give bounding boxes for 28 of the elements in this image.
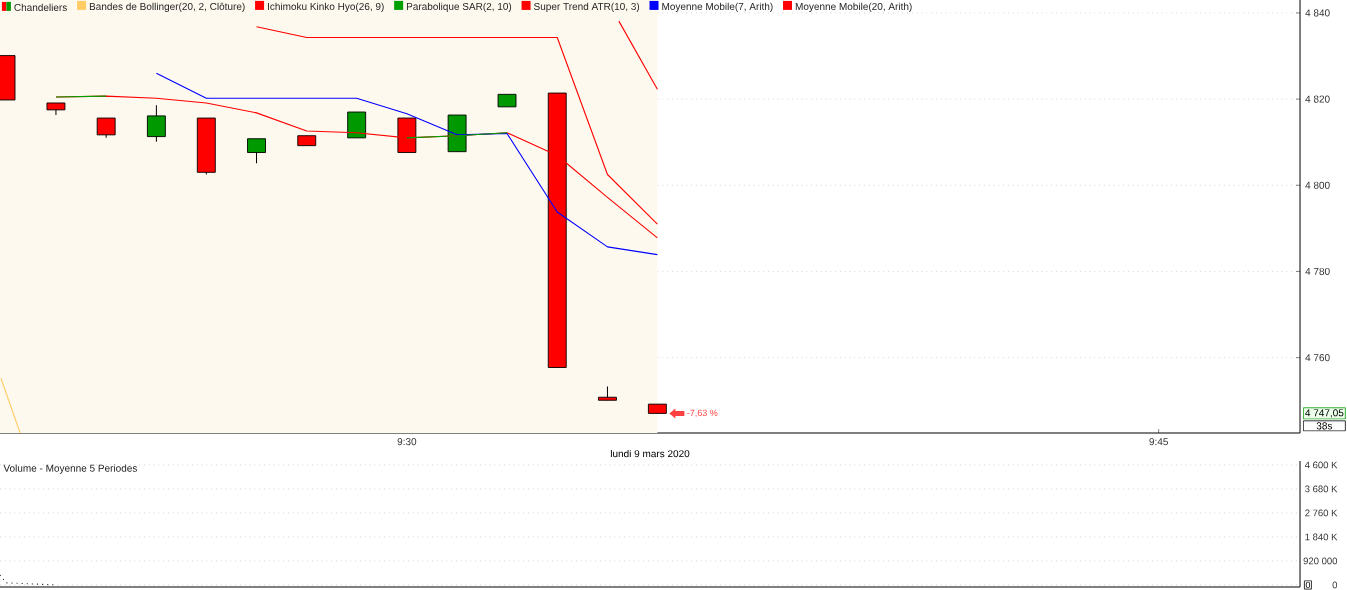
x-tick-label: 9:30 xyxy=(397,438,417,446)
y-tick-label: 4 780 xyxy=(1305,267,1330,275)
legend-label: Moyenne Mobile(20, Arith) xyxy=(795,2,912,12)
chart-title: Volume - Moyenne 5 Periodes xyxy=(3,464,137,474)
y-tick-label: 1 840 K xyxy=(1305,533,1338,541)
y-tick-label: 4 600 K xyxy=(1304,461,1338,469)
candlestick xyxy=(146,104,166,143)
legend-label: Ichimoku Kinko Hyo(26, 9) xyxy=(267,2,384,12)
text: 38s xyxy=(1316,422,1333,430)
y-tick-label: 4 820 xyxy=(1305,95,1330,103)
x-axis-title: lundi 9 mars 2020 xyxy=(610,449,690,458)
y-tick-label: 0 xyxy=(1332,581,1338,589)
annotation: -7,63 % xyxy=(687,409,718,418)
candlestick xyxy=(247,138,266,164)
legend-label: Super Trend ATR(10, 3) xyxy=(534,2,640,12)
y-tick-label: 2 760 K xyxy=(1305,509,1338,517)
y-tick-label: 920 000 xyxy=(1303,557,1338,565)
x-tick-label: 9:45 xyxy=(1149,438,1168,446)
legend-label: Chandeliers xyxy=(14,3,67,11)
y-tick-label: 4 840 xyxy=(1305,9,1330,17)
legend-label: Moyenne Mobile(7, Arith) xyxy=(662,2,773,12)
legend-label: Bandes de Bollinger(20, 2, Clôture) xyxy=(89,2,245,12)
legend-label: Parabolique SAR(2, 10) xyxy=(406,2,512,12)
y-tick-label: 3 680 K xyxy=(1305,485,1338,493)
y-tick-label: 4 760 xyxy=(1305,354,1330,362)
text: 4 747,05 xyxy=(1305,409,1344,418)
candlestick xyxy=(96,117,116,139)
y-tick-label: 4 800 xyxy=(1305,181,1330,189)
